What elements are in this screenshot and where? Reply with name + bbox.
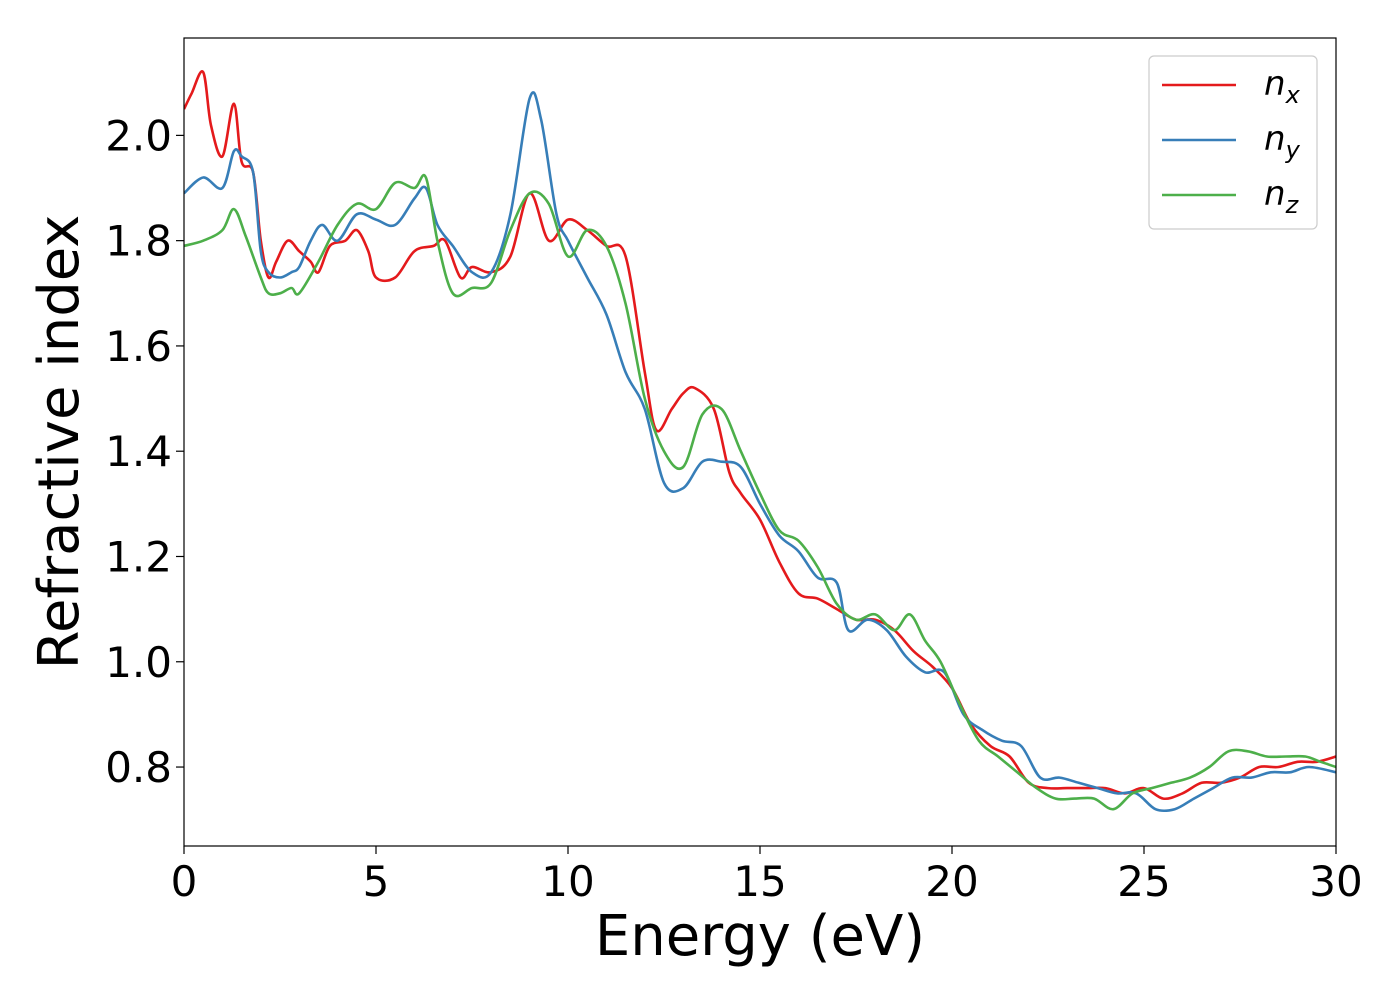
x-tick-label: 30 [1309,857,1362,906]
x-axis: 0 5 10 15 20 25 30 [171,846,1363,906]
x-axis-label: Energy (eV) [595,904,925,969]
x-tick-label: 15 [733,857,786,906]
y-tick-label: 1.8 [105,217,172,266]
legend: nx ny nz [1148,55,1318,230]
legend-label: nx [1264,64,1301,109]
series-layer [184,70,1336,813]
x-tick-label: 5 [363,857,390,906]
y-axis-label: Refractive index [27,215,92,670]
x-tick-label: 20 [925,857,978,906]
x-tick-label: 10 [541,857,594,906]
y-tick-label: 1.2 [105,532,172,581]
y-tick-label: 1.6 [105,322,172,371]
series-line-nz [184,174,1336,811]
y-tick-label: 0.8 [105,743,172,792]
x-tick-label: 25 [1117,857,1170,906]
legend-label: ny [1264,119,1301,164]
y-axis: 0.8 1.0 1.2 1.4 1.6 1.8 2.0 [105,111,184,792]
y-tick-label: 1.4 [105,427,172,476]
series-line-ny [184,91,1336,813]
legend-label: nz [1264,174,1300,219]
series-line-nx [184,70,1336,801]
y-tick-label: 1.0 [105,638,172,687]
legend-box [1148,55,1318,230]
y-tick-label: 2.0 [105,111,172,160]
x-tick-label: 0 [171,857,198,906]
